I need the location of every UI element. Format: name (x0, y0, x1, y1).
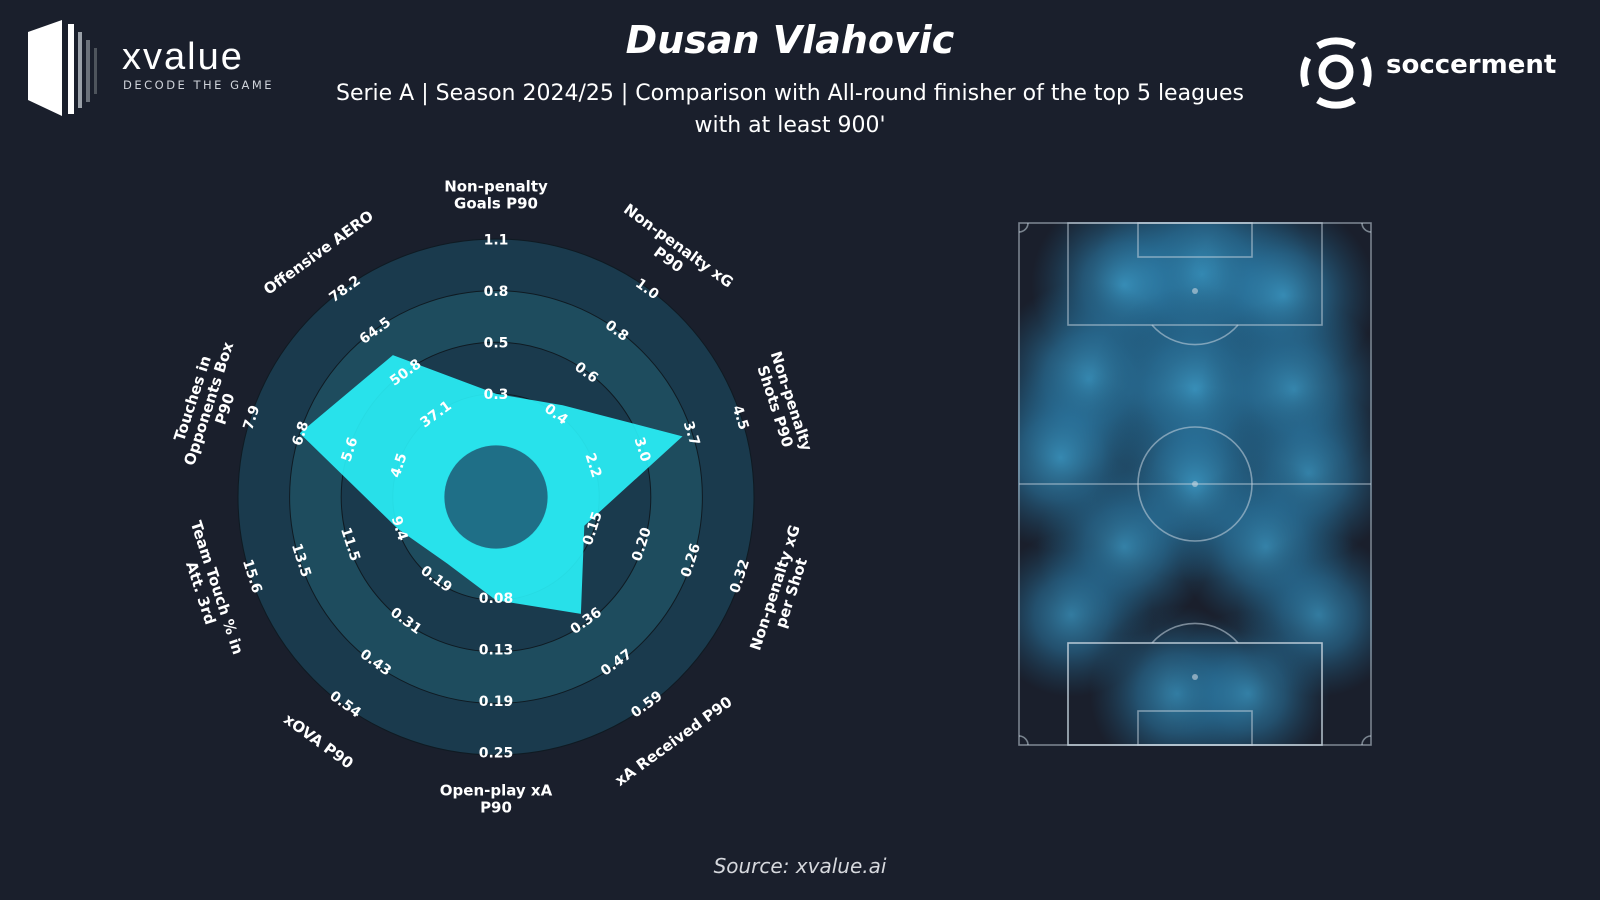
radar-tick-label: 0.5 (484, 336, 509, 352)
corner-arc-tr (1361, 222, 1372, 233)
radar-axis-label-line: xOVA P90 (280, 710, 356, 772)
radar-axis-label: xOVA P90 (280, 710, 356, 772)
radar-tick-label: 0.19 (479, 694, 514, 710)
radar-axis-label: Non-penalty xGper Shot (746, 523, 820, 658)
corner-arc-tl (1018, 222, 1029, 233)
page-title: Dusan Vlahovic (625, 18, 955, 62)
radar-tick-label: 5.6 (339, 435, 362, 464)
source-note: Source: xvalue.ai (713, 854, 887, 878)
radar-tick-label: 0.8 (484, 284, 509, 300)
pitch-markings (1018, 222, 1372, 746)
bottom-penalty-spot (1192, 674, 1198, 680)
soccerment-logo-mark (1300, 37, 1372, 109)
radar-tick-label: 4.5 (388, 451, 411, 480)
radar-tick-label: 9.4 (388, 514, 411, 543)
heatmap-blobs (1018, 222, 1372, 746)
top-penalty-spot (1192, 288, 1198, 294)
heatmap-hotspot (1166, 611, 1331, 746)
centre-circle (1137, 426, 1253, 542)
radar-tick-label: 0.08 (479, 591, 514, 607)
radar-tick-label: 0.25 (479, 746, 514, 762)
radar-axis-label: Non-penaltyShots P90 (751, 349, 816, 459)
radar-axis-label-line: Non-penalty xG (620, 200, 736, 291)
radar-tick-label: 0.13 (479, 643, 514, 659)
xvalue-logo: xvalue DECODE THE GAME (26, 20, 286, 120)
radar-tick-label: 7.9 (240, 403, 263, 432)
radar-inner-circle-top (444, 445, 548, 549)
radar-player-area (299, 355, 683, 614)
page-subtitle: Serie A | Season 2024/25 | Comparison wi… (280, 78, 1300, 142)
centre-spot (1192, 481, 1198, 487)
radar-axis-label: Team Touch % inAtt. 3rd (171, 519, 247, 662)
radar-tick-label: 3.7 (680, 419, 703, 448)
radar-tick-label: 3.0 (631, 435, 654, 464)
soccerment-brand: soccerment (1386, 50, 1557, 80)
radar-tick-label: 6.8 (289, 419, 312, 448)
top-six-yard-box (1137, 222, 1253, 258)
bottom-penalty-arc (1151, 622, 1239, 644)
radar-tick-label: 1.1 (484, 232, 509, 248)
subtitle-line-1: Serie A | Season 2024/25 | Comparison wi… (336, 81, 1244, 106)
pitch-heatmap (1018, 222, 1372, 746)
radar-chart: 0.30.50.81.10.40.60.81.02.23.03.74.50.15… (164, 178, 820, 817)
radar-axis-label-line: P90 (480, 799, 512, 817)
radar-axis-label-line: Goals P90 (454, 195, 538, 213)
top-penalty-arc (1151, 324, 1239, 346)
radar-axis-label: Open-play xA P90 (440, 782, 553, 817)
xvalue-brand: xvalue (122, 36, 244, 78)
corner-arc-br (1361, 735, 1372, 746)
radar-axis-label-line: Open-play xA (440, 782, 553, 800)
xvalue-tagline: DECODE THE GAME (123, 78, 275, 92)
bottom-six-yard-box (1137, 710, 1253, 746)
soccerment-logo: soccerment (1296, 32, 1576, 112)
radar-axis-label: Non-penalty Goals P90 (444, 178, 548, 213)
radar-tick-label: 4.5 (729, 403, 752, 432)
corner-arc-bl (1018, 735, 1029, 746)
radar-tick-label: 2.2 (581, 451, 604, 480)
radar-tick-label: 0.3 (484, 387, 509, 403)
xvalue-logo-mark (28, 20, 97, 116)
radar-axis-label-line: Non-penalty (444, 178, 548, 196)
subtitle-line-2: with at least 900' (694, 113, 886, 138)
radar-axis-label: Touches inOpponents BoxP90 (164, 334, 253, 473)
